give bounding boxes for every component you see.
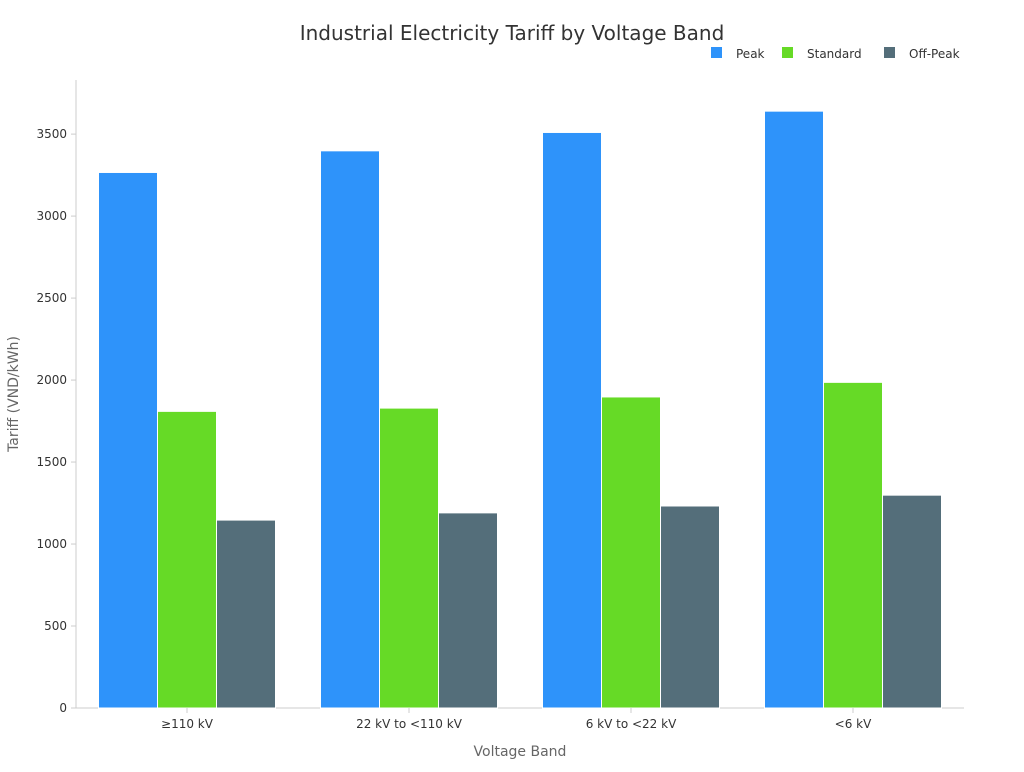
- bar: [660, 505, 720, 709]
- bar: [98, 171, 158, 709]
- bar: [764, 110, 824, 709]
- legend-label: Standard: [807, 47, 862, 61]
- y-tick-label: 500: [44, 619, 67, 633]
- bar: [823, 381, 883, 709]
- y-axis-label: Tariff (VND/kWh): [6, 336, 22, 453]
- y-tick-label: 3500: [36, 127, 67, 141]
- x-tick-label: 6 kV to <22 kV: [586, 717, 677, 731]
- x-axis-label: Voltage Band: [474, 744, 567, 760]
- legend: Peak Standard Off-Peak: [711, 47, 960, 61]
- bars: [98, 110, 942, 709]
- legend-swatch: [711, 47, 722, 58]
- legend-label: Peak: [736, 47, 765, 61]
- legend-label: Off-Peak: [909, 47, 960, 61]
- y-tick-label: 1500: [36, 455, 67, 469]
- y-tick-label: 3000: [36, 209, 67, 223]
- x-tick-label: ≥110 kV: [161, 717, 214, 731]
- y-tick-label: 2000: [36, 373, 67, 387]
- bar: [438, 512, 498, 709]
- bar: [882, 494, 942, 709]
- y-tick-label: 0: [59, 701, 67, 715]
- bar: [157, 410, 217, 709]
- legend-swatch: [884, 47, 895, 58]
- y-axis-ticks: 0 500 1000 1500 2000 2500 3000 3500: [36, 127, 76, 715]
- x-tick-label: 22 kV to <110 kV: [356, 717, 463, 731]
- bar: [216, 519, 276, 709]
- bar: [379, 407, 439, 709]
- chart-title: Industrial Electricity Tariff by Voltage…: [300, 21, 725, 45]
- y-tick-label: 2500: [36, 291, 67, 305]
- bar: [320, 150, 380, 709]
- bar: [601, 396, 661, 709]
- bar: [542, 131, 602, 709]
- x-tick-label: <6 kV: [835, 717, 872, 731]
- x-axis-ticks: ≥110 kV 22 kV to <110 kV 6 kV to <22 kV <6 …: [161, 708, 872, 731]
- y-tick-label: 1000: [36, 537, 67, 551]
- legend-swatch: [782, 47, 793, 58]
